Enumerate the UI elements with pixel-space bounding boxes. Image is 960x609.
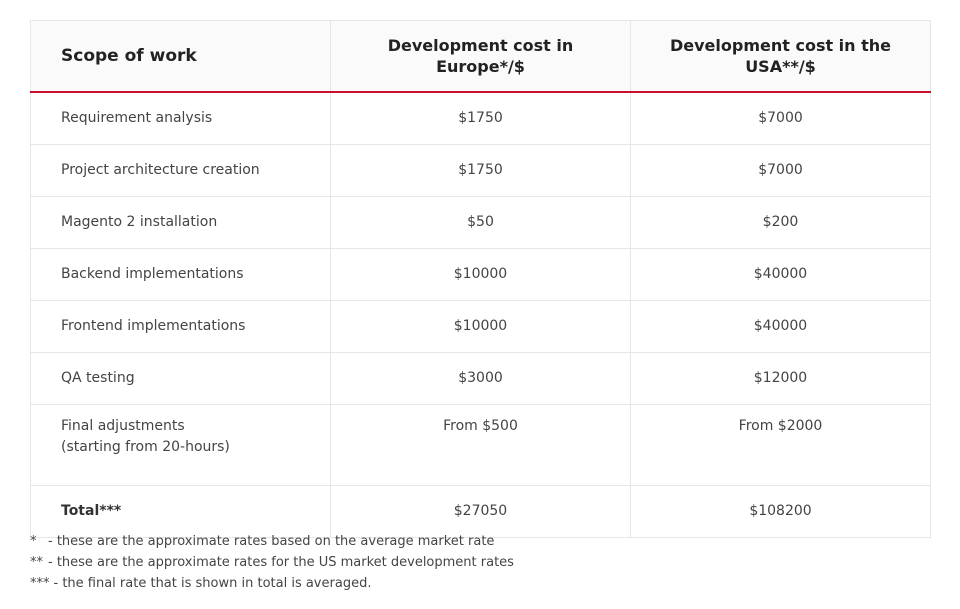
footnote-mark: ** bbox=[30, 555, 43, 570]
table-cell: $27050 bbox=[330, 485, 631, 538]
table-row: Backend implementations $10000 $40000 bbox=[30, 248, 931, 301]
table-cell: Frontend implementations bbox=[30, 300, 331, 353]
table-cell: Project architecture creation bbox=[30, 144, 331, 197]
table-cell: $10000 bbox=[330, 248, 631, 301]
table-row: QA testing $3000 $12000 bbox=[30, 352, 931, 405]
table-cell: From $500 bbox=[330, 404, 631, 486]
table-cell: $7000 bbox=[630, 144, 931, 197]
footnote-text: - these are the approximate rates based … bbox=[48, 534, 495, 549]
table-cell: $108200 bbox=[630, 485, 931, 538]
table-cell: Requirement analysis bbox=[30, 91, 331, 145]
table-body: Requirement analysis $1750 $7000 Project ar… bbox=[30, 91, 931, 538]
table-row: Magento 2 installation $50 $200 bbox=[30, 196, 931, 249]
table-cell: QA testing bbox=[30, 352, 331, 405]
table-head: Scope of work Development cost in Europe*… bbox=[30, 20, 931, 93]
footnote-mark: *** bbox=[30, 576, 50, 591]
table-row: Final adjustments (starting from 20-hour… bbox=[30, 404, 931, 486]
table-row: Project architecture creation $1750 $7000 bbox=[30, 144, 931, 197]
header-row: Scope of work Development cost in Europe*… bbox=[30, 20, 931, 93]
table-row: Requirement analysis $1750 $7000 bbox=[30, 91, 931, 145]
table-cell: $3000 bbox=[330, 352, 631, 405]
header-cell: Development cost in the USA**/$ bbox=[630, 20, 931, 93]
table-cell: Backend implementations bbox=[30, 248, 331, 301]
table-cell: Final adjustments (starting from 20-hour… bbox=[30, 404, 331, 486]
footnote-text: - the final rate that is shown in total … bbox=[53, 576, 372, 591]
footnote: *** - the final rate that is shown in tot… bbox=[30, 573, 514, 594]
cost-table: Scope of work Development cost in Europe*… bbox=[30, 20, 931, 538]
footnote-mark: * bbox=[30, 534, 37, 549]
table-cell: $12000 bbox=[630, 352, 931, 405]
table-cell: $1750 bbox=[330, 91, 631, 145]
table-wrap: Scope of work Development cost in Europe*… bbox=[30, 20, 931, 538]
table-cell: $1750 bbox=[330, 144, 631, 197]
footnote: ** - these are the approximate rates for … bbox=[30, 552, 514, 573]
table-cell: $200 bbox=[630, 196, 931, 249]
header-cell: Scope of work bbox=[30, 20, 331, 93]
table-cell: Magento 2 installation bbox=[30, 196, 331, 249]
table-cell: $40000 bbox=[630, 248, 931, 301]
table-row: Total*** $27050 $108200 bbox=[30, 485, 931, 538]
table-cell: $50 bbox=[330, 196, 631, 249]
footnote: * - these are the approximate rates based… bbox=[30, 531, 514, 552]
table-cell: From $2000 bbox=[630, 404, 931, 486]
table-cell: $40000 bbox=[630, 300, 931, 353]
footnotes: * - these are the approximate rates based… bbox=[30, 531, 514, 594]
table-row: Frontend implementations $10000 $40000 bbox=[30, 300, 931, 353]
header-cell: Development cost in Europe*/$ bbox=[330, 20, 631, 93]
table-cell: Total*** bbox=[30, 485, 331, 538]
table-cell: $10000 bbox=[330, 300, 631, 353]
table-cell: $7000 bbox=[630, 91, 931, 145]
footnote-text: - these are the approximate rates for th… bbox=[48, 555, 514, 570]
